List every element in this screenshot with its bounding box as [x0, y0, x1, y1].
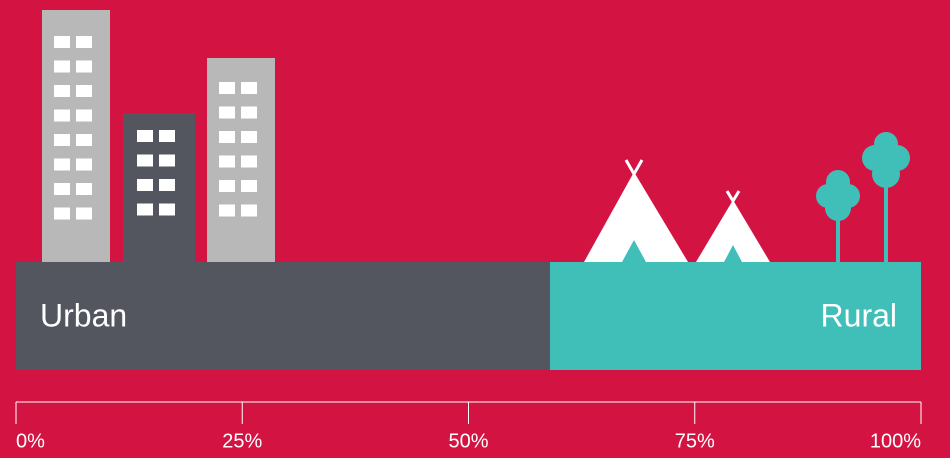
window — [241, 106, 257, 119]
x-tick-label: 0% — [16, 430, 45, 452]
tent-pole — [725, 190, 741, 204]
window — [219, 204, 235, 217]
window — [219, 131, 235, 143]
window — [137, 203, 153, 216]
window — [76, 158, 92, 171]
window — [54, 60, 70, 73]
tree-crown — [862, 132, 910, 188]
window — [241, 180, 257, 192]
window — [241, 155, 257, 168]
window — [219, 155, 235, 168]
window — [54, 36, 70, 48]
tree-trunk — [884, 170, 888, 262]
window — [76, 36, 92, 48]
bar-segment — [549, 262, 921, 370]
tent-door — [724, 245, 742, 262]
window — [219, 180, 235, 192]
illustration — [42, 10, 910, 262]
window — [137, 154, 153, 167]
x-tick-label: 25% — [222, 430, 262, 452]
window — [54, 183, 70, 195]
tree-crown — [816, 170, 860, 221]
window — [159, 130, 175, 142]
window — [76, 60, 92, 73]
window — [54, 158, 70, 171]
window — [159, 203, 175, 216]
tree-trunk — [836, 200, 840, 262]
window — [159, 179, 175, 191]
window — [54, 85, 70, 97]
segment-label: Rural — [821, 297, 897, 333]
tent — [696, 200, 770, 262]
window — [241, 82, 257, 94]
window — [54, 207, 70, 220]
tent-door — [622, 240, 646, 262]
x-tick-label: 100% — [870, 430, 921, 452]
window — [76, 134, 92, 146]
window — [54, 109, 70, 122]
window — [76, 85, 92, 97]
tent-pole — [624, 159, 644, 178]
window — [241, 204, 257, 217]
window — [76, 109, 92, 122]
window — [241, 131, 257, 143]
tent — [584, 172, 688, 262]
bar-segment — [16, 262, 550, 370]
segment-label: Urban — [40, 297, 127, 333]
window — [219, 106, 235, 119]
window — [76, 207, 92, 220]
window — [159, 154, 175, 167]
x-tick-label: 75% — [675, 430, 715, 452]
x-tick-label: 50% — [448, 430, 488, 452]
window — [137, 130, 153, 142]
window — [219, 82, 235, 94]
window — [54, 134, 70, 146]
window — [137, 179, 153, 191]
window — [76, 183, 92, 195]
